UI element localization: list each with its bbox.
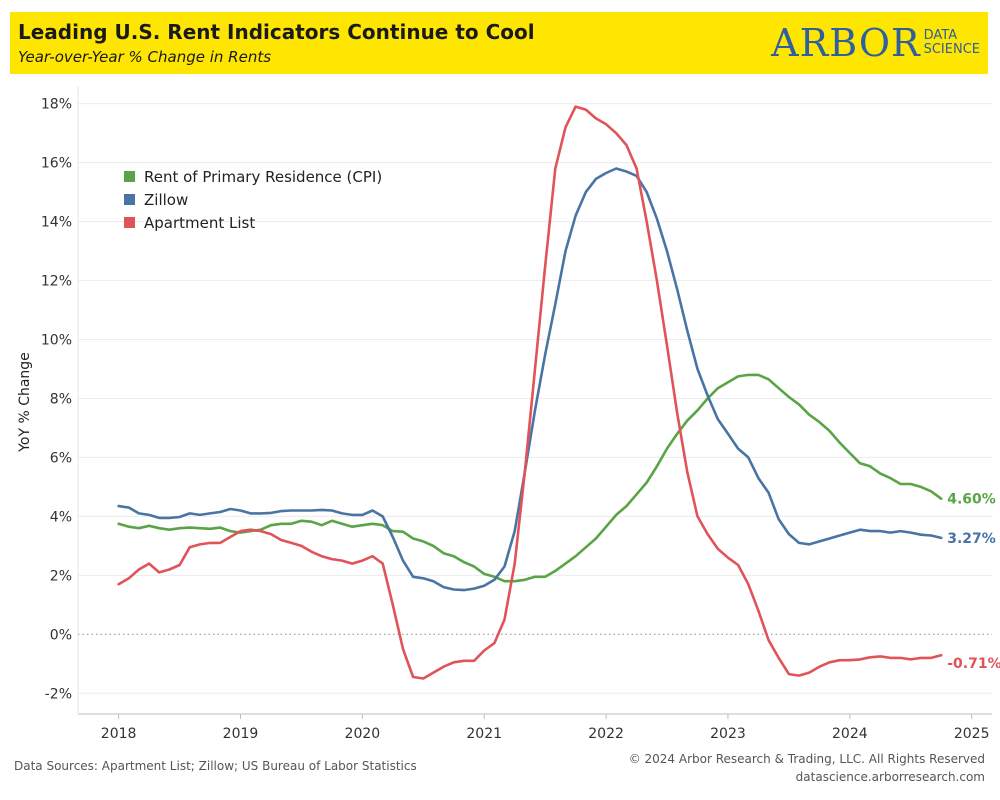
legend-label: Apartment List [144,214,255,232]
legend-swatch [124,171,135,182]
y-axis-title: YoY % Change [17,352,33,453]
chart-title: Leading U.S. Rent Indicators Continue to… [18,20,535,44]
x-tick-label: 2023 [710,726,746,742]
logo-subtitle: DATA SCIENCE [924,29,980,56]
legend-label: Zillow [144,191,188,209]
x-tick-label: 2018 [101,726,137,742]
y-tick-label: 16% [41,156,72,172]
series-lines [117,105,943,680]
logo-sub-science: SCIENCE [923,42,980,57]
series-line-1 [117,167,943,592]
y-tick-label: 12% [41,274,72,290]
data-sources-note: Data Sources: Apartment List; Zillow; US… [14,759,417,773]
x-tick-label: 2024 [832,726,868,742]
legend: Rent of Primary Residence (CPI) Zillow Apa… [124,168,382,232]
end-value-label: 4.60% [947,492,996,508]
axes: -2% 0% 2% 4% 6% 8% 10% 12% 14% 16% 18% 2018 2019 2020… [17,86,992,742]
y-tick-label: 10% [41,333,72,349]
y-tick-label: 14% [41,215,72,231]
gridlines [78,103,992,694]
arbor-data-science-logo: ARBOR DATA SCIENCE [771,18,980,68]
x-tick-label: 2020 [345,726,381,742]
y-tick-label: 8% [50,391,72,407]
copyright-text: © 2024 Arbor Research & Trading, LLC. Al… [628,752,985,766]
series-line-0 [117,373,943,583]
end-value-label: -0.71% [947,656,1000,672]
y-tick-label: 2% [50,568,72,584]
series-line-2 [117,105,943,680]
footer-credits: © 2024 Arbor Research & Trading, LLC. Al… [629,750,985,786]
x-tick-label: 2021 [466,726,502,742]
legend-label: Rent of Primary Residence (CPI) [144,168,382,186]
x-tick-label: 2019 [223,726,259,742]
logo-wordmark: ARBOR [771,21,921,65]
legend-swatch [124,217,135,228]
y-tick-label: 6% [50,450,72,466]
x-tick-label: 2025 [954,726,990,742]
website-link[interactable]: datascience.arborresearch.com [795,770,985,784]
end-labels: 4.60% 3.27% -0.71% [947,492,1000,673]
legend-swatch [124,194,135,205]
y-tick-label: 4% [50,509,72,525]
y-tick-label: -2% [45,686,72,702]
end-value-label: 3.27% [947,531,996,547]
y-tick-label: 0% [50,627,72,643]
logo-sub-data: DATA [923,28,958,44]
x-tick-label: 2022 [588,726,624,742]
line-chart: -2% 0% 2% 4% 6% 8% 10% 12% 14% 16% 18% 2018 2019 2020… [17,86,1000,742]
chart-header: Leading U.S. Rent Indicators Continue to… [10,12,988,74]
y-tick-label: 18% [41,97,72,113]
chart-subtitle: Year-over-Year % Change in Rents [18,48,272,66]
